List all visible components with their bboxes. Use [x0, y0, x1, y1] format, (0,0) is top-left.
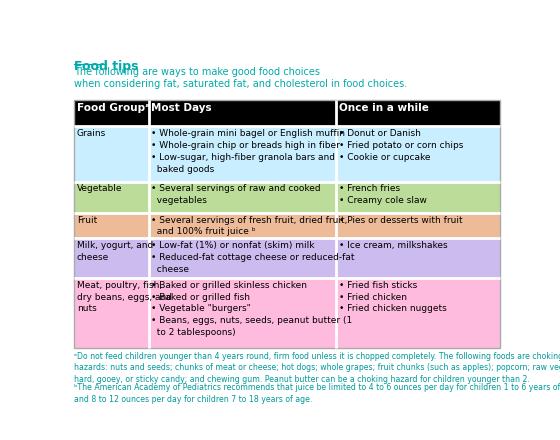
Text: • Donut or Danish
• Fried potato or corn chips
• Cookie or cupcake: • Donut or Danish • Fried potato or corn…: [338, 129, 463, 162]
Bar: [74, 182, 149, 213]
Text: Fruit: Fruit: [77, 216, 97, 225]
Text: • Ice cream, milkshakes: • Ice cream, milkshakes: [338, 241, 447, 250]
Bar: [336, 126, 500, 182]
Text: Vegetable: Vegetable: [77, 184, 123, 194]
Text: • Pies or desserts with fruit: • Pies or desserts with fruit: [338, 216, 462, 225]
Text: Most Days: Most Days: [151, 103, 212, 113]
Bar: [149, 278, 336, 348]
Text: • Low-fat (1%) or nonfat (skim) milk
• Reduced-fat cottage cheese or reduced-fat: • Low-fat (1%) or nonfat (skim) milk • R…: [151, 241, 355, 274]
Bar: [74, 278, 149, 348]
Bar: [74, 99, 500, 348]
Bar: [74, 213, 149, 238]
Bar: [336, 238, 500, 278]
Bar: [336, 278, 500, 348]
Text: The following are ways to make good food choices
when considering fat, saturated: The following are ways to make good food…: [74, 67, 408, 88]
Text: ᵇThe American Academy of Pediatrics recommends that juice be limited to 4 to 6 o: ᵇThe American Academy of Pediatrics reco…: [74, 383, 560, 403]
Text: Milk, yogurt, and
cheese: Milk, yogurt, and cheese: [77, 241, 153, 262]
Text: Meat, poultry, fish,
dry beans, eggs, and
nuts: Meat, poultry, fish, dry beans, eggs, an…: [77, 281, 172, 313]
Bar: [74, 99, 149, 126]
Bar: [74, 126, 149, 182]
Text: Once in a while: Once in a while: [338, 103, 428, 113]
Text: • Baked or grilled skinless chicken
• Baked or grilled fish
• Vegetable "burgers: • Baked or grilled skinless chicken • Ba…: [151, 281, 353, 337]
Bar: [336, 182, 500, 213]
Text: • Several servings of fresh fruit, dried fruit,
  and 100% fruit juice ᵇ: • Several servings of fresh fruit, dried…: [151, 216, 348, 236]
Text: • French fries
• Creamy cole slaw: • French fries • Creamy cole slaw: [338, 184, 426, 205]
Text: ᵃDo not feed children younger than 4 years round, firm food unless it is chopped: ᵃDo not feed children younger than 4 yea…: [74, 352, 560, 384]
Bar: [74, 238, 149, 278]
Text: Food tips: Food tips: [74, 60, 139, 73]
Bar: [149, 182, 336, 213]
Bar: [149, 238, 336, 278]
Bar: [336, 99, 500, 126]
Text: • Whole-grain mini bagel or English muffin
• Whole-grain chip or breads high in : • Whole-grain mini bagel or English muff…: [151, 129, 346, 174]
Bar: [149, 213, 336, 238]
Text: • Fried fish sticks
• Fried chicken
• Fried chicken nuggets: • Fried fish sticks • Fried chicken • Fr…: [338, 281, 446, 313]
Text: Food Groupᵃ: Food Groupᵃ: [77, 103, 150, 113]
Bar: [336, 213, 500, 238]
Bar: [149, 126, 336, 182]
Text: Grains: Grains: [77, 129, 106, 138]
Text: • Several servings of raw and cooked
  vegetables: • Several servings of raw and cooked veg…: [151, 184, 321, 205]
Bar: [149, 99, 336, 126]
